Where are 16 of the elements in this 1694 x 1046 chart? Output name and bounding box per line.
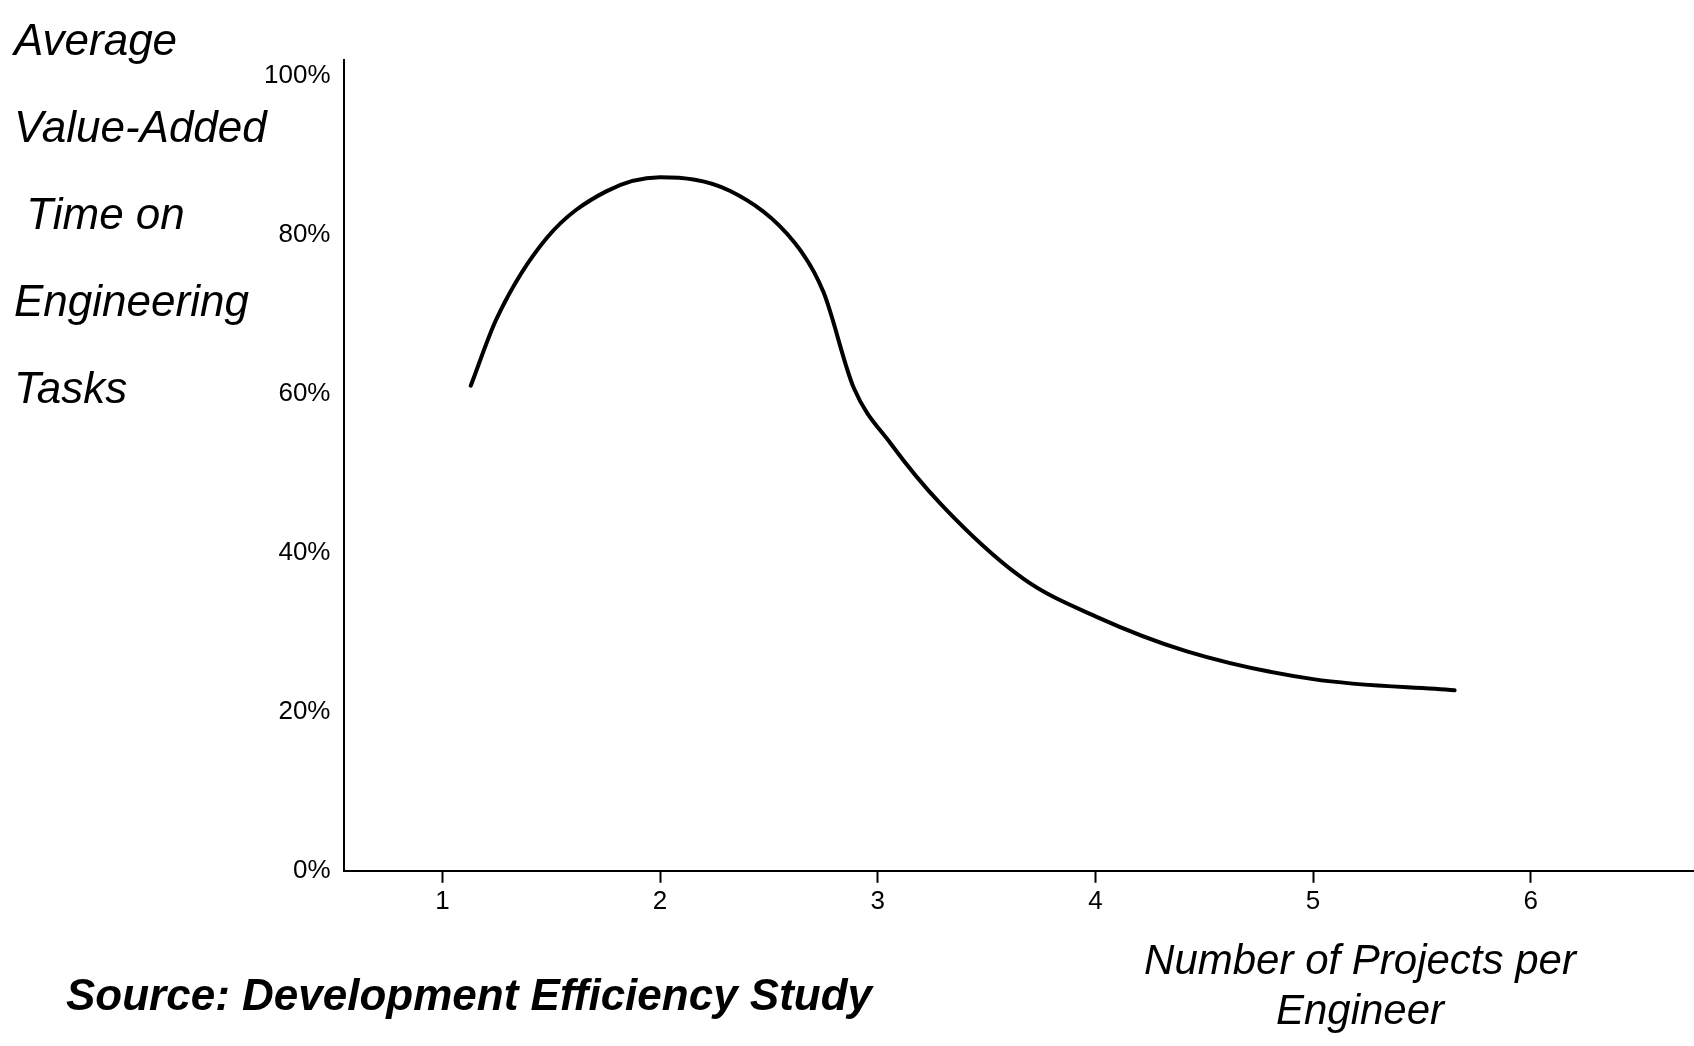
y-tick-label: 20% bbox=[278, 694, 331, 725]
y-tick-label: 0% bbox=[292, 853, 331, 884]
y-axis-title: Average Value-Added Time on Engineering Tasks bbox=[14, 15, 267, 412]
x-tick-label: 4 bbox=[1088, 884, 1103, 915]
x-tick-label: 2 bbox=[652, 884, 668, 915]
y-tick-label: 60% bbox=[278, 376, 331, 407]
y-tick-label: 40% bbox=[278, 535, 331, 566]
x-tick-label: 3 bbox=[870, 884, 885, 915]
x-tick-label: 5 bbox=[1305, 884, 1321, 915]
line-series bbox=[468, 175, 1457, 693]
y-tick-label: 80% bbox=[278, 217, 331, 248]
x-tick-label: 1 bbox=[435, 884, 450, 915]
x-axis-title: Number of Projects per Engineer bbox=[1143, 935, 1579, 1035]
x-tick-label: 6 bbox=[1523, 884, 1538, 915]
y-tick-label: 100% bbox=[264, 58, 331, 89]
source-note: Source: Development Efficiency Study bbox=[66, 970, 873, 1020]
